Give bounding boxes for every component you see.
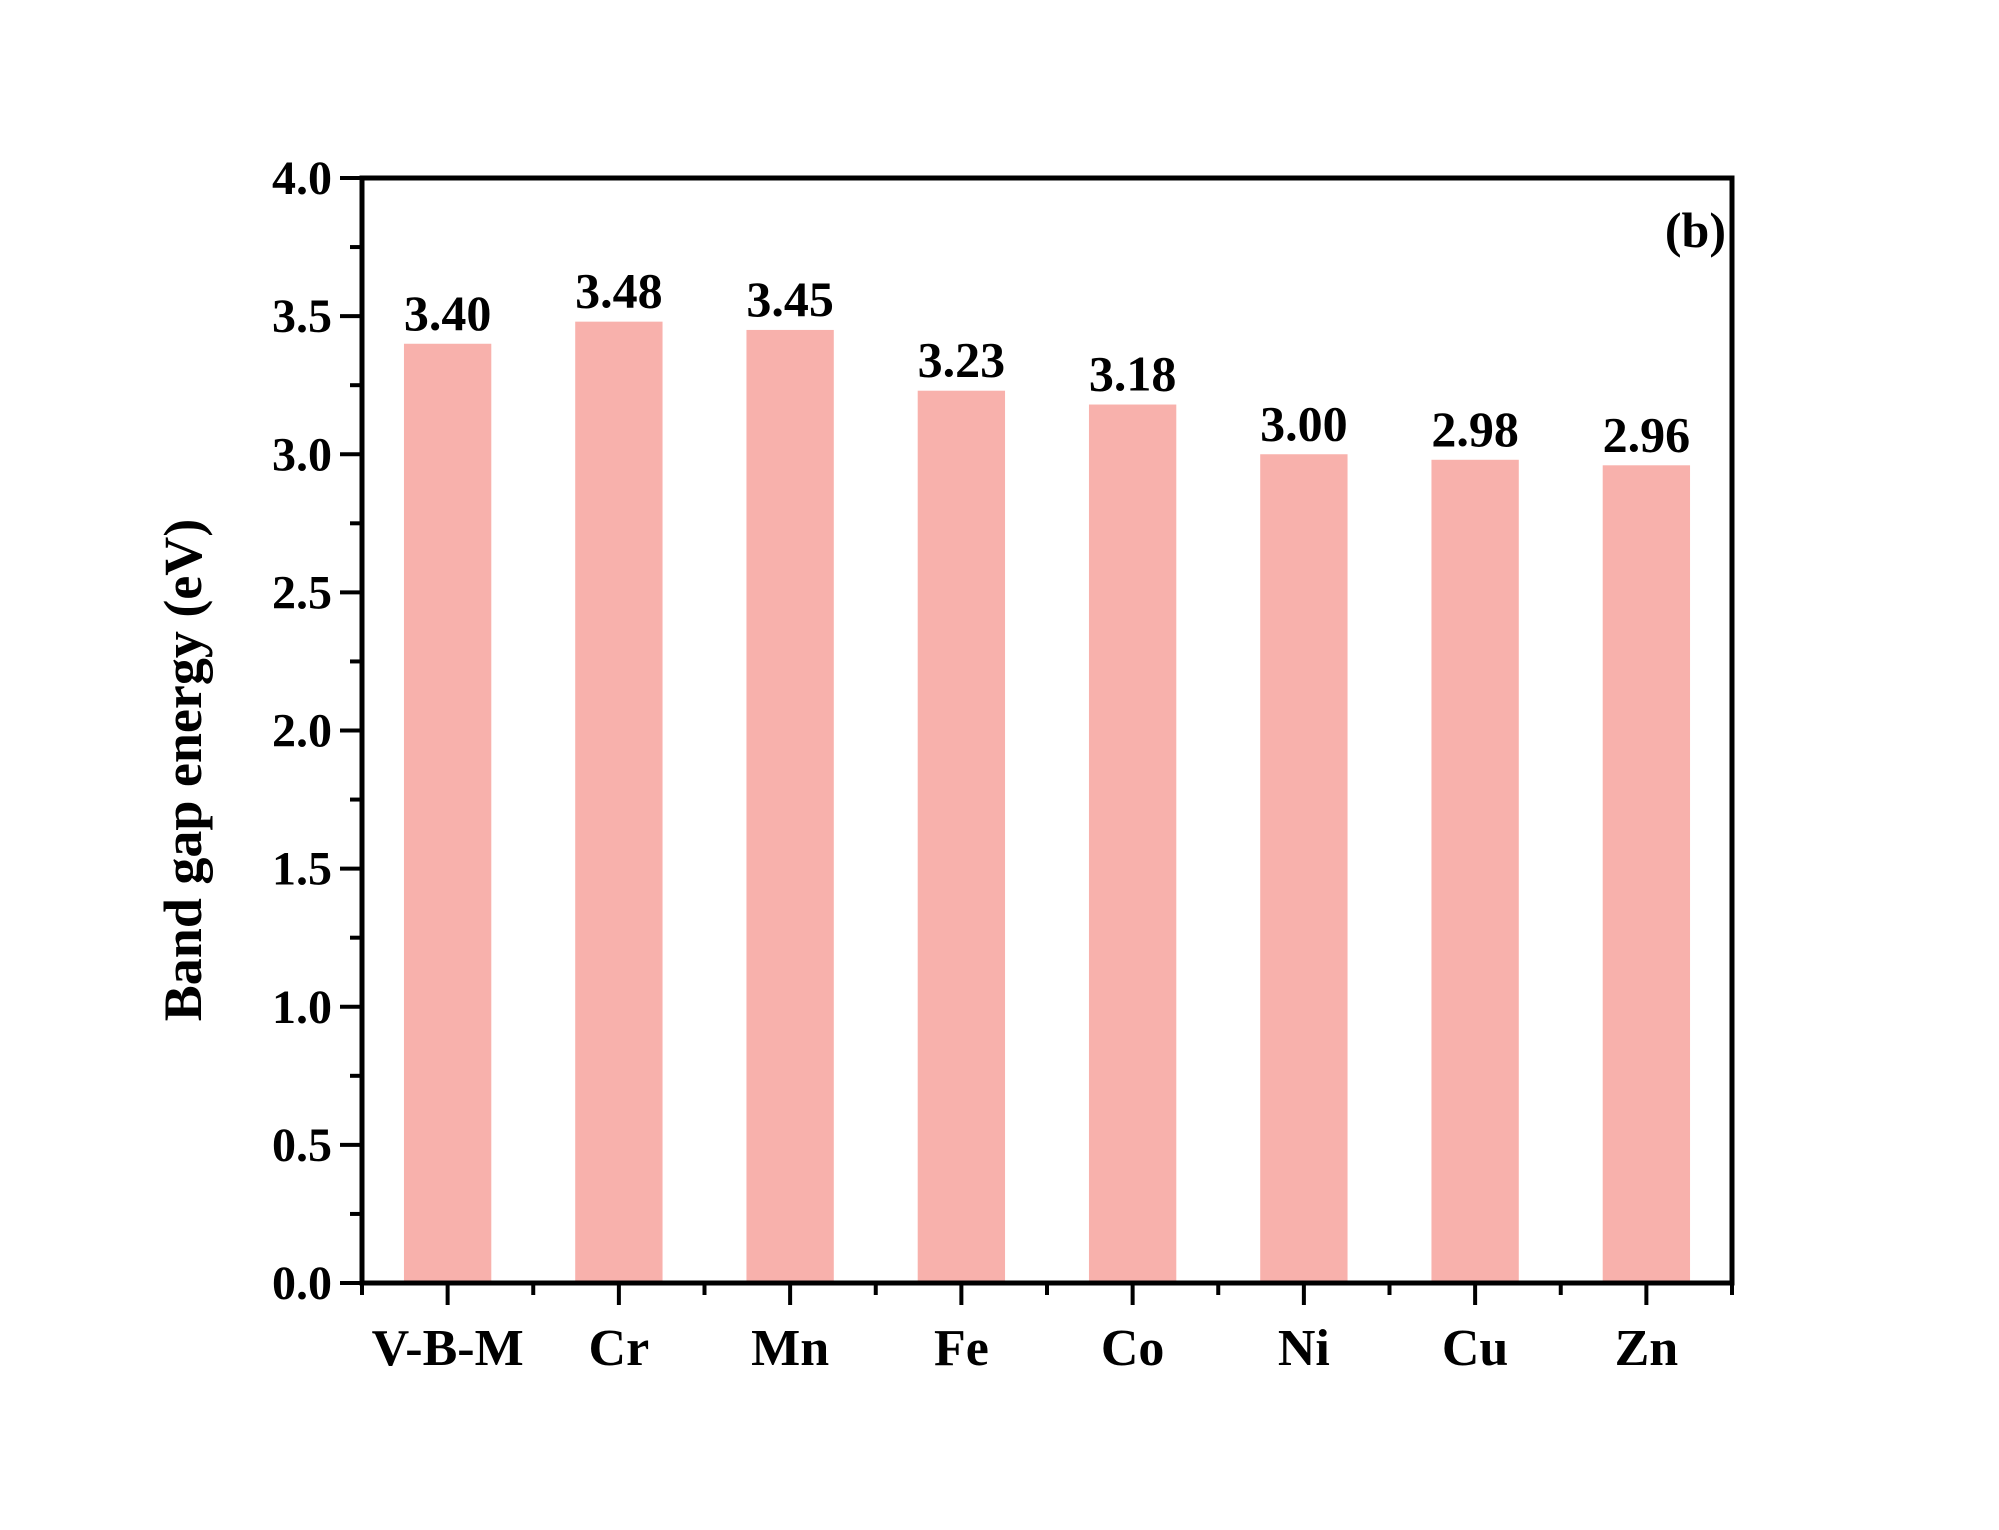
value-label-v-b-m: 3.40	[404, 285, 492, 341]
value-label-fe: 3.23	[918, 332, 1006, 388]
y-axis-title: Band gap energy (eV)	[153, 519, 213, 1021]
value-labels-group: 3.40 3.48 3.45 3.23 3.18 3.00 2.98 2.96	[404, 263, 1690, 463]
y-ticks-group: 0.0 0.5 1.0 1.5 2.0 2.5 3.0 3.5 4.0	[272, 152, 362, 1310]
x-tick-label-mn: Mn	[751, 1320, 829, 1377]
y-tick-label: 4.0	[272, 152, 332, 205]
value-label-ni: 3.00	[1260, 395, 1348, 451]
y-tick-label: 3.0	[272, 428, 332, 481]
value-label-cu: 2.98	[1431, 401, 1519, 457]
x-tick-label-v-b-m: V-B-M	[372, 1320, 524, 1377]
bar-fe	[917, 390, 1006, 1283]
x-tick-label-zn: Zn	[1615, 1320, 1679, 1377]
bar-ni	[1260, 454, 1348, 1283]
y-tick-label: 1.0	[272, 981, 332, 1034]
y-tick-label: 3.5	[272, 290, 332, 343]
bar-cr	[575, 321, 663, 1283]
y-tick-label: 2.5	[272, 566, 332, 619]
x-tick-label-ni: Ni	[1278, 1320, 1330, 1377]
x-ticks-group: V-B-M Cr Mn Fe Co Ni Cu Zn	[360, 1283, 1734, 1377]
bar-cu	[1431, 459, 1519, 1283]
x-tick-label-fe: Fe	[934, 1320, 989, 1377]
y-tick-label: 0.0	[272, 1257, 332, 1310]
y-tick-label: 0.5	[272, 1119, 332, 1172]
panel-label: (b)	[1665, 202, 1726, 258]
value-label-co: 3.18	[1089, 346, 1177, 402]
x-tick-label-cu: Cu	[1442, 1320, 1508, 1377]
value-label-zn: 2.96	[1603, 406, 1691, 462]
bar-zn	[1602, 465, 1691, 1283]
bars-group	[403, 321, 1691, 1283]
bar-mn	[746, 329, 834, 1283]
plot-frame	[359, 175, 1735, 1286]
y-tick-label: 1.5	[272, 843, 332, 896]
x-tick-label-cr: Cr	[589, 1320, 650, 1377]
bar-v-b-m	[403, 343, 492, 1283]
y-tick-label: 2.0	[272, 705, 332, 758]
bar-co	[1088, 404, 1177, 1283]
value-label-mn: 3.45	[746, 271, 834, 327]
x-tick-label-co: Co	[1101, 1320, 1165, 1377]
value-label-cr: 3.48	[575, 263, 663, 319]
axes-group	[359, 175, 1735, 1286]
